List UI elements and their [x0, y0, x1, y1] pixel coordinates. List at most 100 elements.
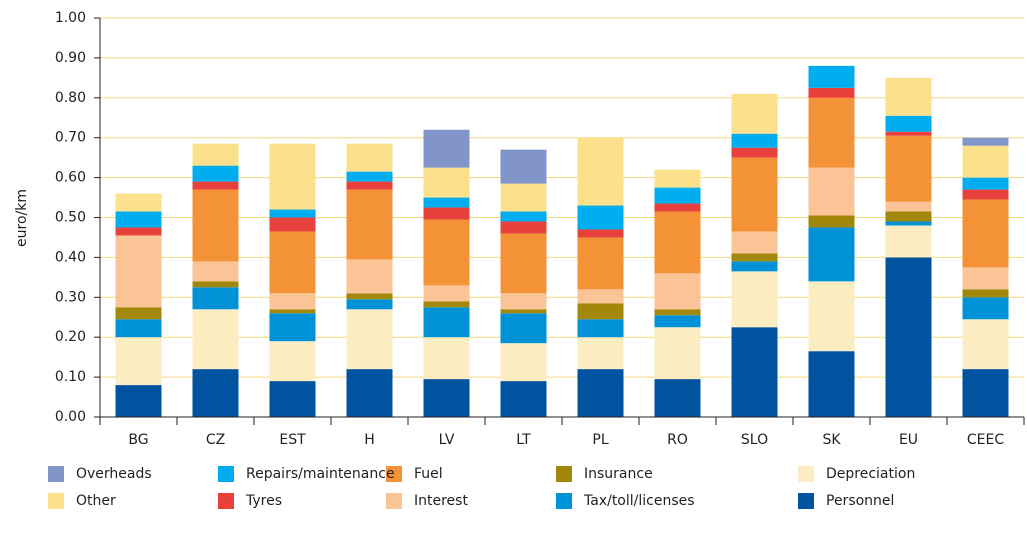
bar-segment: [192, 181, 239, 190]
bar-segment: [346, 293, 393, 300]
bar-segment: [577, 137, 624, 206]
bar-segment: [962, 267, 1009, 290]
bar-segment: [731, 147, 778, 158]
bar-segment: [962, 289, 1009, 298]
legend-swatch: [556, 493, 572, 509]
x-tick-label: SK: [822, 432, 841, 448]
bar-segment: [423, 337, 470, 380]
x-tick-label: CZ: [206, 432, 225, 448]
bar-segment: [346, 369, 393, 417]
bar-segment: [346, 259, 393, 294]
bar-segment: [269, 381, 316, 417]
bar-segment: [654, 273, 701, 310]
bar-segment: [654, 327, 701, 380]
x-tick-label: BG: [128, 432, 148, 448]
bar-segment: [885, 225, 932, 258]
bar-segment: [423, 129, 470, 168]
bar-segment: [962, 145, 1009, 178]
bar-segment: [808, 87, 855, 98]
bar-segment: [654, 169, 701, 188]
bar-segment: [269, 231, 316, 294]
bar-segment: [269, 293, 316, 310]
legend-label: Other: [76, 493, 116, 509]
bar-segment: [115, 235, 162, 308]
bar-segment: [654, 187, 701, 204]
legend-label: Repairs/maintenance: [246, 466, 395, 482]
bar-segment: [577, 319, 624, 338]
bar-segment: [423, 207, 470, 220]
bar-segment: [269, 309, 316, 314]
bar-segment: [500, 221, 547, 234]
bar-segment: [731, 157, 778, 232]
x-tick-label: H: [364, 432, 375, 448]
bar-segment: [346, 299, 393, 310]
bar-segment: [115, 337, 162, 386]
bar-segment: [500, 381, 547, 417]
bar-segment: [885, 211, 932, 222]
y-tick-label: 0.40: [55, 249, 86, 265]
bar-segment: [808, 227, 855, 282]
bar-segment: [269, 313, 316, 342]
bar-segment: [192, 143, 239, 166]
bar-segment: [577, 369, 624, 417]
bar-segment: [731, 93, 778, 134]
bar-segment: [577, 237, 624, 290]
bar-segment: [731, 231, 778, 254]
bar-segment: [500, 313, 547, 344]
bar-segment: [346, 309, 393, 370]
bar-segment: [577, 205, 624, 230]
legend-swatch: [386, 493, 402, 509]
bar-segment: [885, 135, 932, 202]
bar-segment: [115, 227, 162, 236]
bar-segment: [577, 289, 624, 304]
legend-swatch: [798, 466, 814, 482]
bar-segment: [654, 379, 701, 417]
bar-segment: [731, 327, 778, 417]
bar-segment: [885, 131, 932, 136]
legend-swatch: [798, 493, 814, 509]
x-tick-label: CEEC: [967, 432, 1004, 448]
bar-segment: [115, 193, 162, 212]
bar-segment: [192, 369, 239, 417]
legend-label: Tax/toll/licenses: [583, 493, 695, 509]
y-axis-label: euro/km: [14, 189, 30, 247]
bar-segment: [962, 297, 1009, 320]
legend-swatch: [386, 466, 402, 482]
bar-segment: [731, 253, 778, 262]
bar-segment: [346, 143, 393, 172]
legend-label: Interest: [414, 493, 468, 509]
bar-segment: [500, 183, 547, 212]
bar-segment: [962, 177, 1009, 190]
bar-segment: [577, 337, 624, 370]
bar-segment: [192, 261, 239, 282]
bar-segment: [269, 209, 316, 218]
bar-segment: [115, 319, 162, 338]
y-tick-label: 0.90: [55, 50, 86, 66]
bar-segment: [731, 261, 778, 272]
bar-segment: [346, 189, 393, 260]
bar-segment: [808, 167, 855, 216]
bar-segment: [500, 309, 547, 314]
legend-label: Overheads: [76, 466, 152, 482]
legend-label: Tyres: [245, 493, 282, 509]
y-tick-label: 0.80: [55, 90, 86, 106]
bar-segment: [885, 201, 932, 212]
bar-segment: [731, 271, 778, 328]
bar-segment: [423, 219, 470, 286]
bar-segment: [115, 385, 162, 417]
bar-segment: [269, 341, 316, 382]
bar-segment: [115, 307, 162, 320]
bar-segment: [808, 215, 855, 228]
bar-segment: [346, 181, 393, 190]
bar-segment: [577, 229, 624, 238]
bar-segment: [192, 281, 239, 288]
bar-segment: [423, 379, 470, 417]
bar-segment: [423, 285, 470, 302]
y-tick-label: 0.10: [55, 369, 86, 385]
bar-segment: [885, 115, 932, 132]
bar-segment: [654, 309, 701, 316]
bar-segment: [423, 307, 470, 338]
bar-segment: [500, 149, 547, 184]
y-tick-label: 0.50: [55, 210, 86, 226]
